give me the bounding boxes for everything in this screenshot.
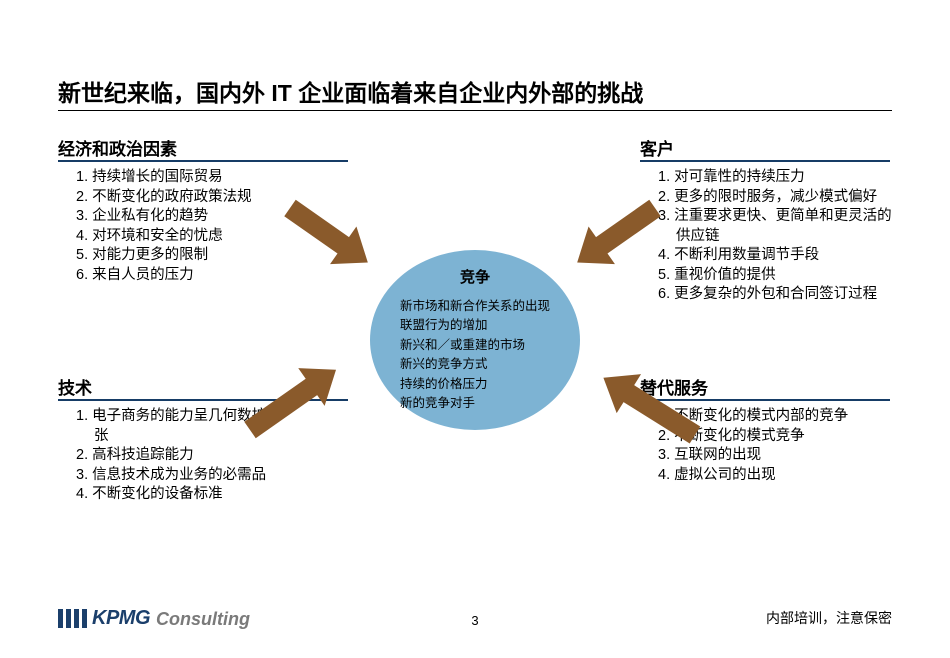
center-line: 新兴的竞争方式 (400, 355, 550, 374)
arrow-2 (237, 351, 349, 449)
center-text: 竞争新市场和新合作关系的出现联盟行为的增加新兴和／或重建的市场新兴的竞争方式持续… (370, 250, 580, 430)
center-line: 新市场和新合作关系的出现 (400, 297, 550, 316)
arrow-0 (277, 189, 381, 281)
center-line: 持续的价格压力 (400, 375, 550, 394)
center-line: 联盟行为的增加 (400, 316, 550, 335)
arrow-1 (564, 189, 668, 281)
arrow-3 (591, 358, 707, 454)
center-line: 新的竞争对手 (400, 394, 550, 413)
center-title: 竞争 (460, 266, 490, 287)
center-line: 新兴和／或重建的市场 (400, 336, 550, 355)
center-lines: 新市场和新合作关系的出现联盟行为的增加新兴和／或重建的市场新兴的竞争方式持续的价… (400, 297, 550, 413)
footer-note: 内部培训，注意保密 (766, 608, 892, 628)
